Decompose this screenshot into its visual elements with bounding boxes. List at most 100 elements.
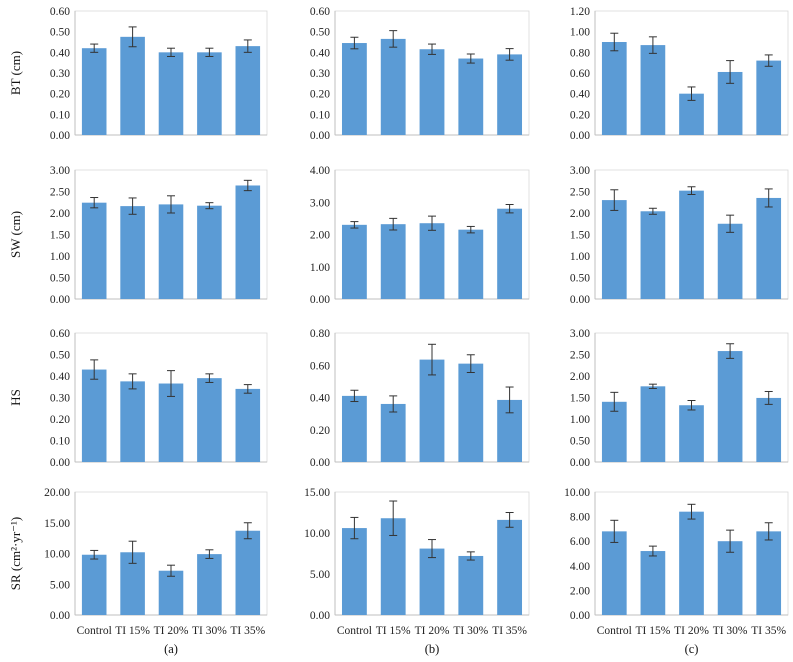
bar bbox=[497, 519, 523, 615]
bar bbox=[497, 54, 523, 135]
y-tick-label: 0.40 bbox=[50, 47, 70, 59]
bar bbox=[158, 204, 184, 299]
y-tick-label: 0.20 bbox=[50, 414, 70, 426]
y-tick-label: 0.40 bbox=[50, 371, 70, 383]
bar bbox=[81, 48, 107, 136]
bar bbox=[197, 378, 222, 462]
chart-r2-c1: 0.00 0.50 1.00 1.50 2.00 2.50 3.00 SW (cm) bbox=[8, 165, 268, 306]
bar bbox=[120, 381, 145, 462]
y-tick-label: 15.00 bbox=[44, 518, 70, 530]
bar bbox=[120, 36, 145, 136]
y-tick-label: 1.50 bbox=[50, 230, 70, 242]
bar bbox=[756, 397, 782, 462]
y-tick-label: 0.00 bbox=[50, 130, 70, 142]
x-tick-label: TI 20% bbox=[415, 625, 450, 637]
bar bbox=[197, 205, 222, 299]
bar bbox=[419, 359, 445, 462]
y-tick-label: 0.50 bbox=[310, 27, 330, 39]
y-tick-label: 0.60 bbox=[310, 360, 330, 372]
chart-r4-c1: 0.00 5.00 10.00 15.00 20.00 Control TI 15% TI 2… bbox=[8, 487, 268, 637]
y-tick-label: 0.50 bbox=[50, 350, 70, 362]
x-tick-label: TI 15% bbox=[635, 625, 670, 637]
y-tick-label: 8.00 bbox=[570, 512, 590, 524]
y-tick-label: 0.40 bbox=[570, 89, 590, 101]
y-tick-label: 0.00 bbox=[570, 294, 590, 306]
chart-r1-c2: 0.00 0.10 0.20 0.30 0.40 0.50 0.60 bbox=[310, 6, 530, 142]
y-tick-label: 3.00 bbox=[570, 328, 590, 340]
y-tick-label: 1.20 bbox=[570, 6, 590, 18]
x-tick-label: TI 20% bbox=[674, 625, 709, 637]
y-tick-label: 0.60 bbox=[50, 328, 70, 340]
bar bbox=[158, 52, 184, 136]
y-tick-label: 0.00 bbox=[310, 130, 330, 142]
y-tick-label: 5.00 bbox=[310, 569, 330, 581]
y-tick-label: 0.40 bbox=[310, 47, 330, 59]
y-tick-label: 1.00 bbox=[570, 414, 590, 426]
y-tick-label: 2.00 bbox=[310, 230, 330, 242]
bar bbox=[458, 58, 484, 135]
y-tick-label: 0.10 bbox=[50, 436, 70, 448]
y-tick-label: 0.80 bbox=[570, 47, 590, 59]
chart-r1-c3: 0.00 0.20 0.40 0.60 0.80 1.00 1.20 bbox=[570, 6, 789, 142]
y-tick-label: 1.00 bbox=[570, 27, 590, 39]
chart-r2-c3: 0.00 0.50 1.00 1.50 2.00 2.50 3.00 bbox=[570, 165, 789, 306]
y-axis-label: SW (cm) bbox=[8, 211, 23, 258]
bar bbox=[341, 395, 367, 462]
y-tick-label: 20.00 bbox=[44, 487, 70, 499]
y-tick-label: 2.50 bbox=[50, 187, 70, 199]
y-axis-label: HS bbox=[8, 389, 23, 406]
bar bbox=[380, 224, 406, 299]
y-tick-label: 10.00 bbox=[304, 528, 330, 540]
y-tick-label: 0.00 bbox=[50, 457, 70, 469]
bar bbox=[640, 386, 666, 462]
bar bbox=[601, 200, 627, 299]
bar bbox=[640, 211, 666, 299]
x-tick-label: Control bbox=[337, 625, 372, 637]
y-tick-label: 3.00 bbox=[310, 197, 330, 209]
chart-r2-c2: 0.00 1.00 2.00 3.00 4.00 bbox=[310, 165, 530, 306]
bar bbox=[601, 531, 627, 615]
y-tick-label: 10.00 bbox=[564, 487, 590, 499]
bar bbox=[158, 570, 184, 615]
y-tick-label: 0.20 bbox=[570, 109, 590, 121]
bar bbox=[640, 45, 666, 135]
y-tick-label: 10.00 bbox=[44, 549, 70, 561]
y-tick-label: 4.00 bbox=[310, 165, 330, 177]
y-tick-label: 0.60 bbox=[50, 6, 70, 18]
bar bbox=[640, 551, 666, 615]
y-tick-label: 0.00 bbox=[570, 457, 590, 469]
x-tick-label: TI 35% bbox=[492, 625, 527, 637]
bar bbox=[419, 49, 445, 135]
y-tick-label: 1.00 bbox=[50, 251, 70, 263]
panel-label: (b) bbox=[425, 642, 440, 656]
y-tick-label: 15.00 bbox=[304, 487, 330, 499]
x-tick-label: Control bbox=[597, 625, 632, 637]
y-tick-label: 1.00 bbox=[310, 262, 330, 274]
bar bbox=[458, 555, 484, 615]
x-tick-label: TI 30% bbox=[192, 625, 227, 637]
bar bbox=[419, 548, 445, 615]
x-tick-label: TI 20% bbox=[154, 625, 189, 637]
y-tick-label: 0.30 bbox=[50, 68, 70, 80]
y-tick-label: 2.00 bbox=[570, 585, 590, 597]
y-tick-label: 1.00 bbox=[570, 251, 590, 263]
x-tick-label: TI 30% bbox=[713, 625, 748, 637]
bar bbox=[235, 46, 261, 136]
bar bbox=[341, 43, 367, 135]
y-tick-label: 0.30 bbox=[50, 393, 70, 405]
y-tick-label: 0.60 bbox=[310, 6, 330, 18]
bar bbox=[81, 202, 107, 299]
y-tick-label: 0.30 bbox=[310, 68, 330, 80]
y-tick-label: 6.00 bbox=[570, 536, 590, 548]
bar bbox=[81, 369, 107, 462]
bar bbox=[341, 528, 367, 615]
y-tick-label: 0.10 bbox=[310, 109, 330, 121]
y-tick-label: 0.40 bbox=[310, 393, 330, 405]
y-tick-label: 2.00 bbox=[50, 208, 70, 220]
bar bbox=[717, 223, 743, 299]
y-tick-label: 0.00 bbox=[50, 294, 70, 306]
chart-r4-c3: 0.00 2.00 4.00 6.00 8.00 10.00 Control TI 15% TI… bbox=[564, 487, 789, 637]
bar bbox=[197, 554, 222, 615]
bar bbox=[341, 224, 367, 299]
